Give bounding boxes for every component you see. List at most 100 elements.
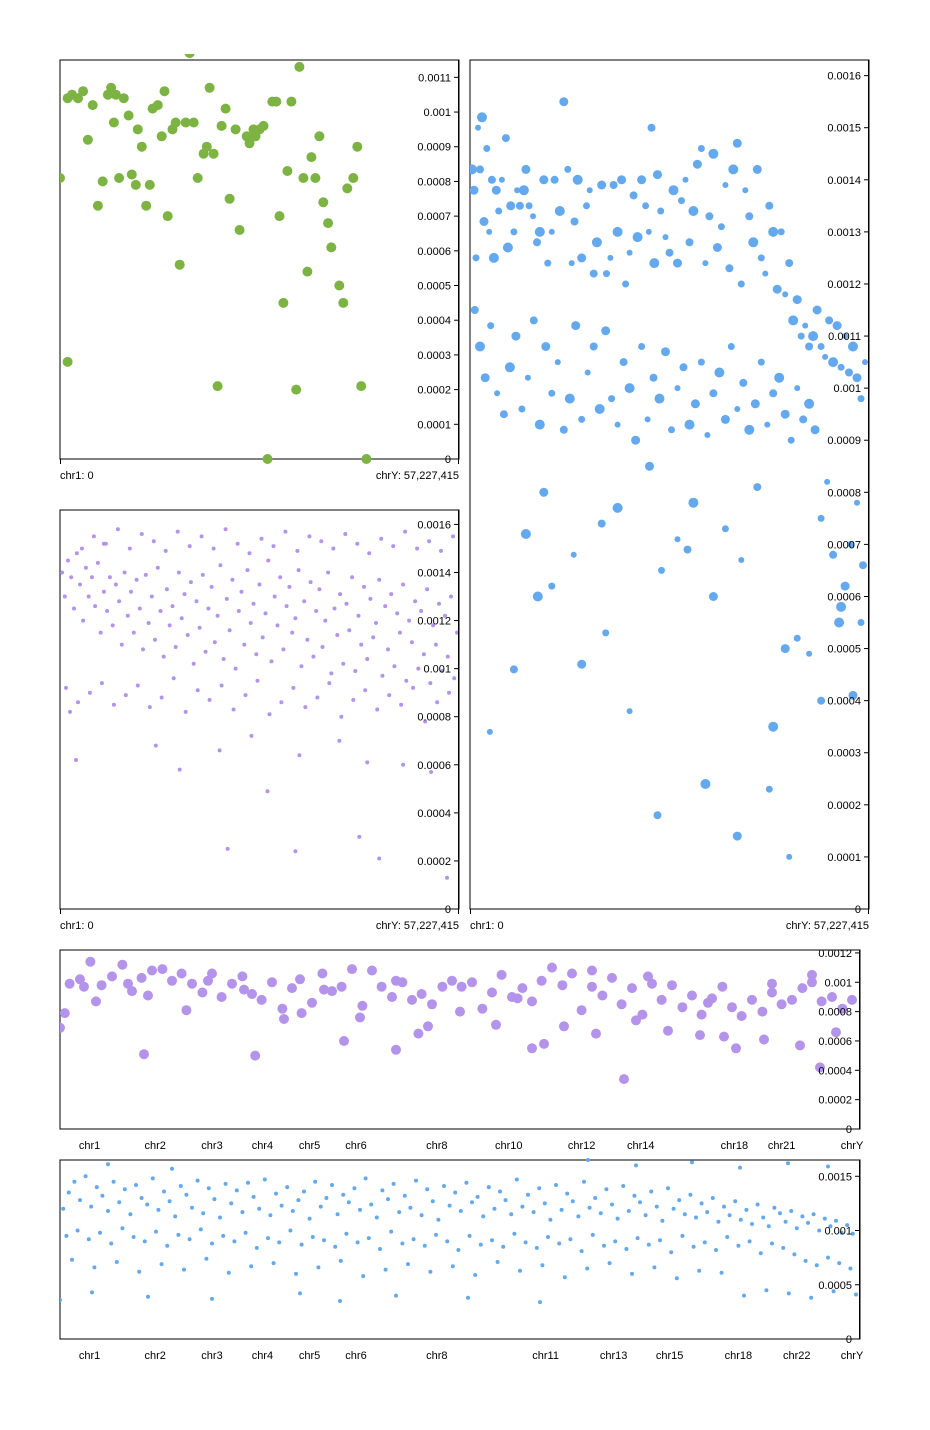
data-point bbox=[60, 1022, 65, 1033]
data-point bbox=[654, 393, 665, 404]
data-point bbox=[400, 1241, 405, 1246]
data-point bbox=[559, 1207, 564, 1212]
x-axis: chr1 chr2 chr3 chr4 chr5 chr6 chr8 chr10 chr12 ch… bbox=[79, 1140, 864, 1152]
data-point bbox=[76, 700, 80, 705]
y-tick-label: 0 bbox=[445, 904, 451, 916]
data-point bbox=[64, 1233, 69, 1238]
panel-green-genome-wide: 0 0.0001 0.0002 0.0003 0.0004 0.0005 0.0006 0.0… bbox=[59, 54, 460, 482]
data-point bbox=[511, 331, 521, 341]
y-tick-label: 0.0011 bbox=[418, 72, 451, 84]
data-point bbox=[510, 228, 518, 236]
y-tick-label: 0.0011 bbox=[828, 331, 861, 343]
data-point bbox=[671, 1206, 676, 1211]
y-tick-label: 0.0002 bbox=[827, 800, 861, 812]
data-point bbox=[75, 974, 85, 985]
data-point bbox=[243, 1230, 248, 1235]
data-point bbox=[568, 1237, 573, 1242]
data-point bbox=[423, 1021, 433, 1032]
data-point bbox=[789, 1209, 794, 1213]
data-point bbox=[772, 1205, 777, 1210]
data-point bbox=[220, 103, 231, 114]
data-point bbox=[365, 657, 370, 661]
data-point bbox=[147, 965, 157, 976]
data-point bbox=[697, 358, 705, 366]
data-point bbox=[152, 100, 163, 111]
y-tick-label: 0.0007 bbox=[417, 211, 451, 223]
data-point bbox=[218, 1215, 222, 1220]
data-point bbox=[622, 280, 630, 288]
data-point bbox=[85, 956, 96, 967]
data-point bbox=[307, 534, 312, 539]
data-point bbox=[226, 1270, 231, 1275]
data-point bbox=[278, 297, 289, 308]
data-point bbox=[374, 1215, 379, 1220]
data-point bbox=[787, 436, 795, 444]
y-tick-label: 0.0008 bbox=[417, 176, 451, 188]
data-point bbox=[230, 577, 235, 582]
data-point bbox=[859, 561, 867, 570]
data-point bbox=[98, 630, 103, 635]
data-point bbox=[799, 415, 808, 424]
data-point bbox=[486, 228, 493, 235]
data-point bbox=[355, 1012, 365, 1023]
data-point bbox=[287, 584, 292, 589]
data-point bbox=[807, 969, 817, 980]
y-tick-label: 0.0006 bbox=[827, 591, 861, 603]
data-point bbox=[79, 981, 89, 992]
data-point bbox=[90, 1290, 94, 1295]
data-point bbox=[142, 1239, 147, 1244]
data-point bbox=[262, 1177, 267, 1182]
y-tick-label: 0.0004 bbox=[818, 1065, 852, 1077]
data-point bbox=[277, 1003, 288, 1014]
data-point bbox=[447, 1203, 452, 1208]
data-point bbox=[514, 1177, 519, 1182]
data-point bbox=[486, 728, 493, 735]
data-point bbox=[832, 321, 842, 331]
data-point bbox=[827, 992, 837, 1002]
data-point bbox=[494, 390, 501, 397]
data-point bbox=[267, 977, 277, 988]
x-tick-label: chr11 bbox=[532, 1350, 559, 1362]
x-tick-label: chr6 bbox=[345, 1350, 366, 1362]
data-point bbox=[391, 975, 401, 986]
data-point bbox=[473, 1273, 478, 1277]
data-point bbox=[792, 1252, 797, 1257]
data-point bbox=[616, 999, 627, 1010]
data-point bbox=[174, 259, 185, 270]
data-point bbox=[752, 164, 762, 174]
data-point bbox=[443, 613, 447, 618]
data-point bbox=[307, 1216, 312, 1221]
data-point bbox=[629, 191, 638, 200]
data-point bbox=[491, 1019, 501, 1030]
x-tick-label: chr15 bbox=[656, 1350, 684, 1362]
data-point bbox=[745, 212, 754, 221]
data-point bbox=[431, 623, 436, 628]
data-point bbox=[669, 1250, 674, 1255]
data-point bbox=[430, 1199, 435, 1204]
data-point bbox=[119, 642, 124, 647]
data-point bbox=[449, 594, 453, 599]
data-point bbox=[224, 596, 229, 601]
y-tick-label: 0.0003 bbox=[827, 748, 861, 760]
data-point bbox=[509, 665, 518, 674]
data-point bbox=[544, 259, 552, 267]
data-point bbox=[407, 618, 412, 623]
data-point bbox=[167, 623, 172, 628]
data-points bbox=[60, 527, 459, 880]
data-point bbox=[347, 628, 352, 633]
data-point bbox=[559, 1021, 569, 1032]
data-point bbox=[748, 237, 759, 248]
data-point bbox=[319, 984, 329, 995]
data-point bbox=[176, 570, 181, 575]
data-point bbox=[407, 994, 417, 1005]
data-point bbox=[413, 599, 418, 604]
data-point bbox=[586, 1158, 590, 1162]
data-point bbox=[475, 124, 481, 131]
data-point bbox=[583, 202, 590, 210]
data-point bbox=[738, 1217, 743, 1222]
x-tick-label: chr22 bbox=[783, 1350, 811, 1362]
data-point bbox=[750, 399, 760, 409]
data-point bbox=[231, 707, 236, 712]
data-point bbox=[89, 575, 94, 580]
data-point bbox=[108, 117, 119, 128]
